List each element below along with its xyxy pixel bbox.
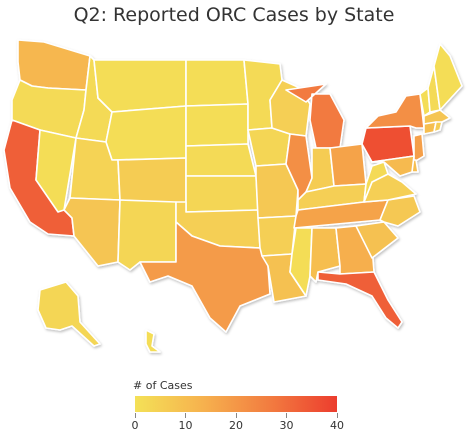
state-ia[interactable] bbox=[247, 127, 291, 167]
legend-color-scale bbox=[135, 396, 337, 412]
state-nm[interactable] bbox=[117, 199, 177, 271]
state-fl[interactable] bbox=[317, 271, 403, 329]
state-wv[interactable] bbox=[363, 161, 389, 203]
state-ar[interactable] bbox=[257, 215, 297, 257]
state-ne[interactable] bbox=[185, 143, 257, 177]
state-ny[interactable] bbox=[365, 93, 425, 129]
state-md[interactable] bbox=[371, 155, 415, 177]
legend-tick bbox=[185, 413, 186, 418]
state-pa[interactable] bbox=[361, 125, 415, 163]
legend-tick bbox=[134, 413, 136, 418]
legend-tick-label: 0 bbox=[131, 419, 139, 432]
legend-tick bbox=[286, 413, 287, 418]
state-ks[interactable] bbox=[185, 175, 259, 213]
state-wa[interactable] bbox=[17, 39, 91, 91]
map-title: Q2: Reported ORC Cases by State bbox=[73, 4, 395, 26]
legend-tick-label: 30 bbox=[279, 419, 294, 432]
legend-tick-label: 20 bbox=[229, 419, 243, 432]
state-sc[interactable] bbox=[355, 221, 399, 259]
state-oh[interactable] bbox=[329, 143, 367, 187]
legend-tick bbox=[336, 413, 338, 418]
legend-title: # of Cases bbox=[133, 379, 193, 392]
legend-tick-label: 40 bbox=[330, 419, 344, 432]
state-me[interactable] bbox=[433, 43, 463, 111]
legend-tick bbox=[235, 413, 237, 418]
legend-tick-label: 10 bbox=[178, 419, 193, 432]
state-mt[interactable] bbox=[93, 59, 187, 113]
state-co[interactable] bbox=[117, 157, 187, 205]
state-nj[interactable] bbox=[413, 133, 425, 163]
state-wy[interactable] bbox=[105, 105, 187, 161]
us-state-map bbox=[3, 39, 463, 353]
state-sd[interactable] bbox=[185, 103, 249, 147]
state-hi[interactable] bbox=[145, 329, 161, 353]
state-nv[interactable] bbox=[35, 129, 77, 213]
state-nd[interactable] bbox=[185, 59, 249, 107]
state-tx[interactable] bbox=[139, 221, 271, 333]
state-ri[interactable] bbox=[433, 121, 443, 133]
state-ak[interactable] bbox=[37, 281, 101, 347]
state-ma[interactable] bbox=[423, 109, 451, 125]
